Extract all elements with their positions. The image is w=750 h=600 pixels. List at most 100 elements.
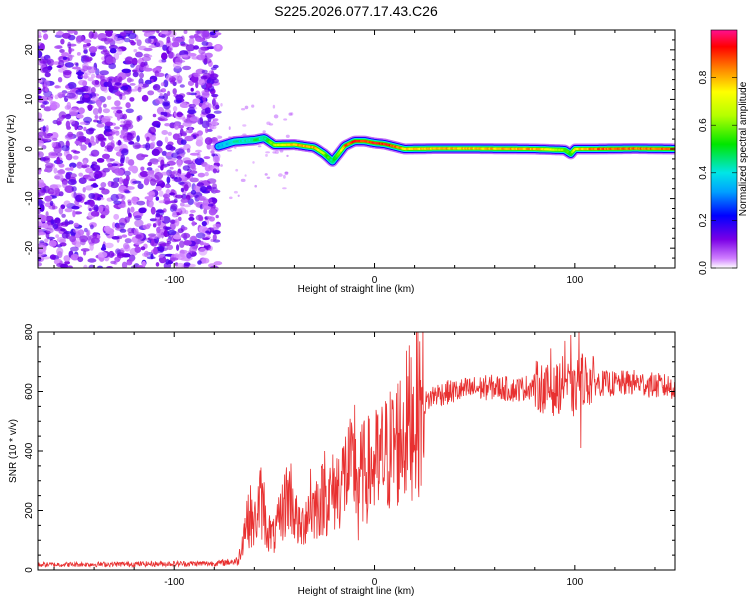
noise-blob (163, 193, 168, 199)
noise-blob (202, 57, 212, 64)
noise-blob (65, 172, 71, 180)
noise-blob (205, 230, 210, 234)
noise-blob (143, 250, 150, 258)
noise-blob (88, 264, 96, 268)
noise-blob (205, 127, 209, 134)
noise-blob (161, 52, 168, 60)
noise-blob (168, 46, 173, 52)
noise-blob (104, 242, 114, 249)
noise-blob (211, 227, 219, 231)
noise-blob (121, 68, 132, 74)
noise-blob (175, 194, 183, 199)
noise-blob (114, 82, 122, 86)
noise-blob (83, 264, 88, 268)
noise-blob (140, 166, 145, 172)
noise-blob (149, 218, 157, 222)
noise-blob (57, 77, 63, 83)
noise-blob (142, 30, 151, 33)
noise-blob (61, 223, 68, 227)
noise-blob (75, 238, 81, 245)
noise-blob (211, 93, 219, 98)
noise-blob (138, 45, 147, 51)
noise-blob (39, 204, 45, 212)
y-tick-label: 200 (24, 502, 35, 519)
noise-blob (81, 164, 90, 168)
noise-blob (91, 164, 101, 172)
noise-blob (163, 111, 168, 117)
noise-blob (164, 184, 172, 189)
noise-blob (56, 152, 63, 157)
noise-blob (67, 131, 74, 138)
noise-blob (95, 68, 100, 76)
colorbar-tick-label: 0.2 (698, 213, 709, 227)
noise-blob (53, 167, 58, 174)
snr-y-ticks: 0 200 400 600 800 (24, 323, 675, 573)
noise-blob (39, 156, 47, 162)
noise-blob (110, 106, 117, 110)
noise-blob (38, 249, 46, 256)
noise-blob (103, 115, 113, 119)
noise-blob (138, 83, 144, 87)
noise-blob (137, 86, 142, 93)
noise-blob (73, 222, 80, 228)
noise-blob (163, 93, 168, 101)
noise-blob (116, 140, 123, 146)
noise-blob (148, 233, 157, 237)
noise-blob (155, 218, 159, 226)
noise-blob (150, 178, 157, 186)
noise-blob (72, 155, 79, 160)
spectrogram-x-ticks: -100 0 100 (53, 30, 656, 286)
noise-blob (182, 65, 192, 71)
noise-blob (159, 93, 163, 97)
noise-blob (214, 189, 221, 193)
noise-blob (198, 247, 208, 256)
noise-blob (201, 69, 208, 74)
noise-blob (169, 257, 179, 261)
noise-blob (38, 87, 42, 95)
noise-blob (191, 235, 197, 240)
noise-blob (244, 105, 249, 110)
noise-blob (137, 183, 144, 190)
noise-blob (44, 162, 54, 169)
noise-blob (145, 142, 151, 151)
noise-blob (196, 182, 205, 187)
noise-blob (162, 44, 168, 51)
noise-blob (114, 100, 121, 107)
noise-blob (201, 89, 210, 95)
noise-blob (83, 116, 93, 123)
noise-blob (266, 176, 271, 179)
noise-blob (176, 111, 183, 118)
noise-blob (90, 224, 94, 230)
noise-blob (69, 162, 77, 169)
noise-blob (278, 173, 283, 177)
noise-blob (109, 181, 120, 189)
noise-blob (77, 256, 84, 263)
noise-blob (79, 193, 86, 201)
noise-blob (206, 113, 216, 119)
noise-blob (181, 101, 187, 106)
noise-blob (166, 244, 174, 251)
noise-blob (155, 196, 159, 201)
noise-blob (83, 94, 90, 98)
noise-blob (67, 41, 72, 49)
noise-blob (237, 194, 240, 197)
noise-blob (180, 198, 190, 204)
noise-blob (47, 188, 55, 195)
noise-blob (112, 222, 116, 229)
noise-blob (186, 252, 192, 259)
noise-blob (204, 171, 209, 177)
noise-blob (129, 78, 134, 82)
y-tick-label: 800 (24, 323, 35, 340)
noise-blob (190, 190, 197, 195)
noise-blob (195, 214, 204, 221)
noise-blob (122, 113, 127, 120)
noise-blob (164, 136, 169, 143)
noise-blob (52, 205, 56, 210)
noise-blob (163, 229, 168, 238)
noise-blob (173, 111, 178, 117)
noise-blob (163, 200, 172, 204)
noise-blob (42, 66, 51, 73)
noise-blob (83, 39, 92, 44)
noise-blob (176, 244, 180, 251)
spectrogram-noise-field (38, 30, 297, 268)
